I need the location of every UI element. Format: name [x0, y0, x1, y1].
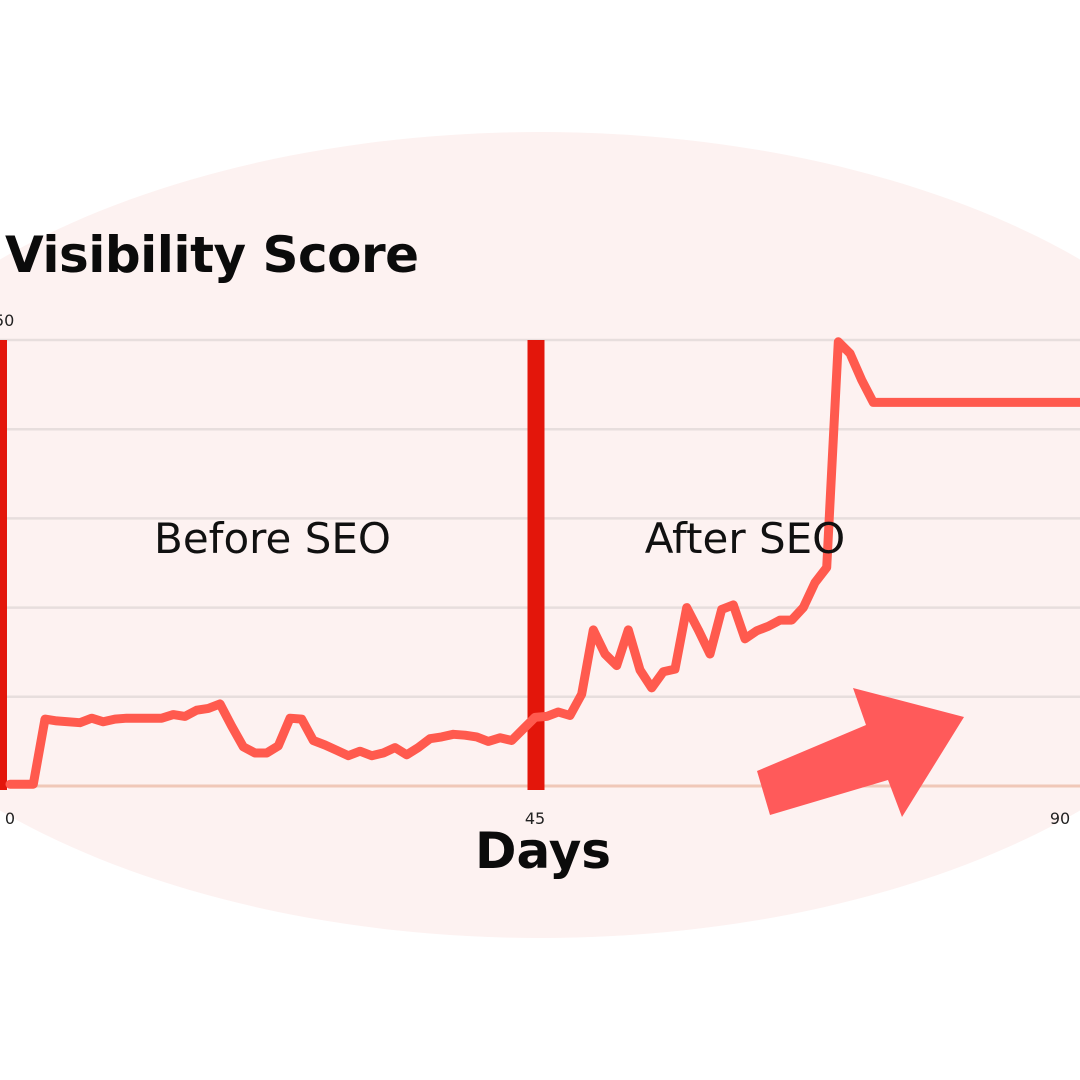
phase-markers: [0, 340, 545, 790]
trend-arrow-icon: [757, 688, 964, 817]
annotation-before-seo: Before SEO: [154, 514, 391, 563]
y-tick-label-top: 50: [0, 311, 15, 330]
chart-title: Visibility Score: [5, 226, 419, 284]
x-tick-label-90: 90: [1049, 809, 1071, 828]
x-tick-label-0: 0: [4, 809, 16, 828]
x-tick-label-45: 45: [524, 809, 546, 828]
phase-marker-45: [527, 340, 545, 790]
series-line-visibility: [5, 337, 1080, 789]
phase-marker-0: [0, 340, 7, 790]
annotation-after-seo: After SEO: [644, 514, 846, 563]
x-axis-label: Days: [475, 822, 612, 880]
